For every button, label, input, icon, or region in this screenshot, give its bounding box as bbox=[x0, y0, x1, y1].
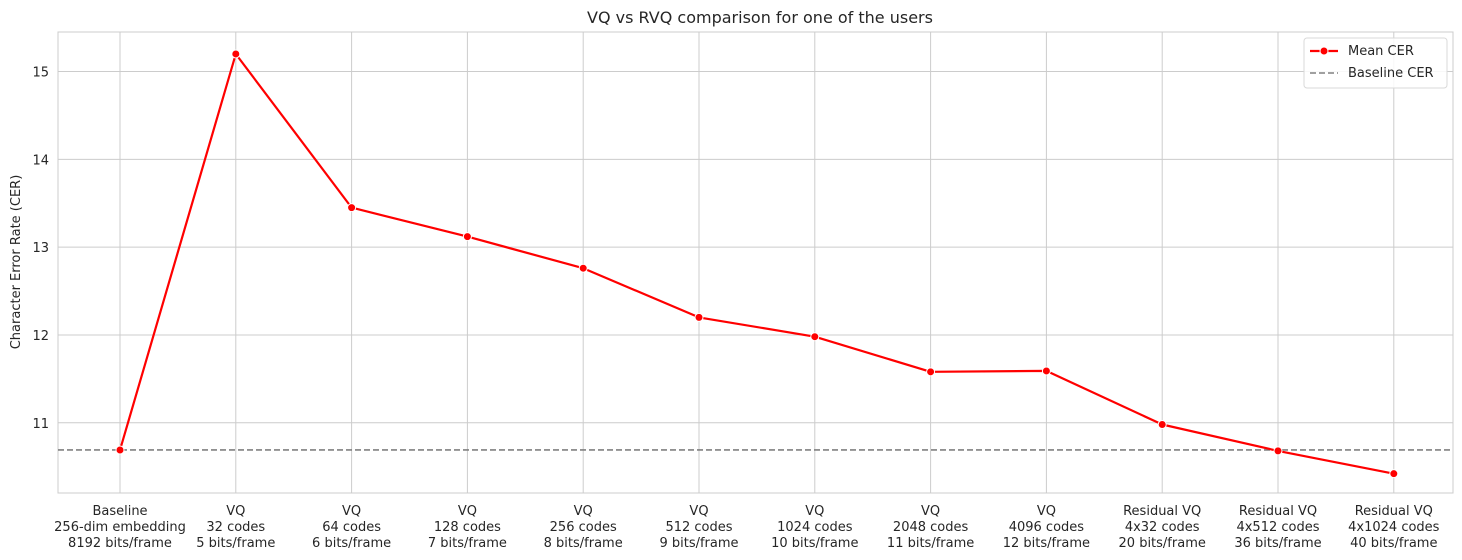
y-axis-label: Character Error Rate (CER) bbox=[9, 175, 24, 350]
x-tick-label: VQ 2048 codes 11 bits/frame bbox=[887, 504, 974, 551]
x-tick-label-line: 128 codes bbox=[434, 520, 501, 535]
x-tick-label-line: 32 codes bbox=[206, 520, 265, 535]
x-tick-label-line: 256 codes bbox=[550, 520, 617, 535]
x-tick-label: Baseline 256-dim embedding 8192 bits/frame bbox=[54, 504, 186, 551]
mean-cer-point bbox=[347, 203, 357, 213]
mean-cer-point bbox=[231, 49, 241, 59]
x-tick-label: Residual VQ 4x32 codes 20 bits/frame bbox=[1119, 504, 1206, 551]
mean-cer-point bbox=[115, 445, 125, 455]
x-tick-label-line: 8 bits/frame bbox=[544, 536, 623, 551]
x-tick-label-line: 7 bits/frame bbox=[428, 536, 507, 551]
x-tick-label-line: 20 bits/frame bbox=[1119, 536, 1206, 551]
x-tick-label-line: 2048 codes bbox=[893, 520, 969, 535]
x-tick-label-line: Residual VQ bbox=[1239, 504, 1317, 519]
x-tick-label-line: Residual VQ bbox=[1123, 504, 1201, 519]
x-tick-label: VQ 32 codes 5 bits/frame bbox=[196, 504, 275, 551]
series-layer bbox=[115, 49, 1399, 479]
x-tick-label-line: 36 bits/frame bbox=[1234, 536, 1321, 551]
legend-label-baseline-cer: Baseline CER bbox=[1348, 66, 1434, 81]
mean-cer-point bbox=[1157, 420, 1167, 430]
x-tick-label: Residual VQ 4x512 codes 36 bits/frame bbox=[1234, 504, 1321, 551]
x-tick-label: Residual VQ 4x1024 codes 40 bits/frame bbox=[1348, 504, 1440, 551]
mean-cer-point bbox=[462, 232, 472, 242]
x-tick-label-line: 64 codes bbox=[322, 520, 381, 535]
x-tick-label-line: VQ bbox=[226, 504, 245, 519]
x-tick-label-line: 4x1024 codes bbox=[1348, 520, 1440, 535]
plot-frame bbox=[57, 31, 1454, 494]
legend-box bbox=[1303, 37, 1448, 89]
y-tick-label: 12 bbox=[32, 329, 49, 344]
x-tick-label: VQ 64 codes 6 bits/frame bbox=[312, 504, 391, 551]
x-tick-label-line: 4096 codes bbox=[1009, 520, 1085, 535]
x-tick-label-line: 6 bits/frame bbox=[312, 536, 391, 551]
x-tick-label-line: 40 bits/frame bbox=[1350, 536, 1437, 551]
x-tick-label: VQ 4096 codes 12 bits/frame bbox=[1003, 504, 1090, 551]
x-tick-label-line: VQ bbox=[458, 504, 477, 519]
y-tick-label: 11 bbox=[32, 417, 49, 432]
x-tick-label-line: 9 bits/frame bbox=[659, 536, 738, 551]
x-tick-label-line: Residual VQ bbox=[1355, 504, 1433, 519]
y-tick-label: 13 bbox=[32, 241, 49, 256]
x-tick-label-line: 11 bits/frame bbox=[887, 536, 974, 551]
x-tick-label: VQ 512 codes 9 bits/frame bbox=[659, 504, 738, 551]
mean-cer-point bbox=[694, 312, 704, 322]
x-ticks: Baseline 256-dim embedding 8192 bits/frame… bbox=[54, 504, 1440, 551]
x-tick-label-line: VQ bbox=[805, 504, 824, 519]
x-tick-label-line: 4x32 codes bbox=[1125, 520, 1200, 535]
x-tick-label-line: VQ bbox=[574, 504, 593, 519]
chart-title: VQ vs RVQ comparison for one of the user… bbox=[587, 8, 933, 27]
mean-cer-point bbox=[578, 263, 588, 273]
mean-cer-point bbox=[926, 367, 936, 377]
x-tick-label-line: VQ bbox=[342, 504, 361, 519]
x-tick-label-line: VQ bbox=[689, 504, 708, 519]
x-tick-label: VQ 128 codes 7 bits/frame bbox=[428, 504, 507, 551]
x-tick-label-line: VQ bbox=[1037, 504, 1056, 519]
x-tick-label-line: 1024 codes bbox=[777, 520, 853, 535]
x-tick-label-line: 5 bits/frame bbox=[196, 536, 275, 551]
x-tick-label-line: VQ bbox=[921, 504, 940, 519]
mean-cer-point bbox=[810, 332, 820, 342]
mean-cer-line bbox=[118, 52, 1395, 475]
grid bbox=[58, 32, 1453, 493]
mean-cer-point bbox=[1389, 469, 1399, 479]
legend-label-mean-cer: Mean CER bbox=[1348, 44, 1414, 59]
y-tick-label: 14 bbox=[32, 153, 49, 168]
legend-marker-mean-cer bbox=[1319, 46, 1329, 56]
x-tick-label-line: 4x512 codes bbox=[1236, 520, 1319, 535]
y-ticks: 11 12 13 14 15 bbox=[32, 66, 49, 432]
x-tick-label-line: 8192 bits/frame bbox=[68, 536, 172, 551]
x-tick-label: VQ 1024 codes 10 bits/frame bbox=[771, 504, 858, 551]
x-tick-label-line: Baseline bbox=[92, 504, 147, 519]
x-tick-label: VQ 256 codes 8 bits/frame bbox=[544, 504, 623, 551]
x-tick-label-line: 512 codes bbox=[665, 520, 732, 535]
mean-cer-point bbox=[1273, 446, 1283, 456]
x-tick-label-line: 256-dim embedding bbox=[54, 520, 186, 535]
mean-cer-point bbox=[1041, 366, 1051, 376]
x-tick-label-line: 10 bits/frame bbox=[771, 536, 858, 551]
legend: Mean CER Baseline CER bbox=[1303, 37, 1448, 89]
x-tick-label-line: 12 bits/frame bbox=[1003, 536, 1090, 551]
y-tick-label: 15 bbox=[32, 66, 49, 81]
